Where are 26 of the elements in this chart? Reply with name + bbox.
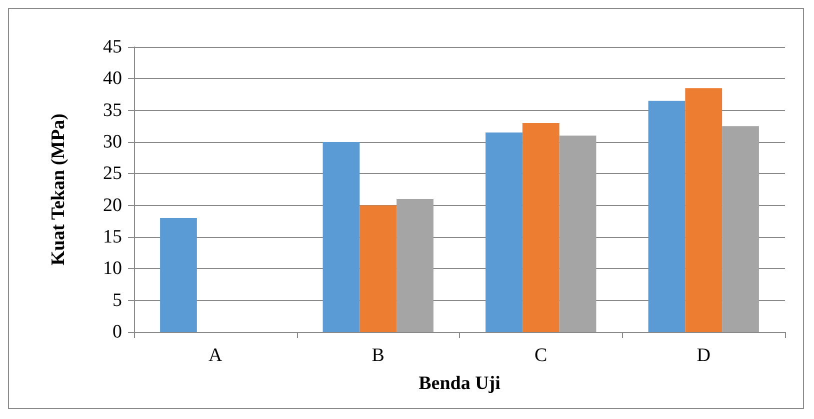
- y-tick-label: 20: [103, 194, 122, 216]
- y-tick-label: 40: [103, 68, 122, 90]
- y-axis-title: Kuat Tekan (MPa): [48, 113, 69, 266]
- y-tick-label: 10: [103, 258, 122, 280]
- bar: [522, 123, 560, 332]
- y-tick-label: 30: [103, 132, 122, 152]
- bar: [559, 136, 596, 332]
- bar: [360, 205, 397, 332]
- bar: [486, 132, 522, 332]
- x-tick-label: B: [372, 345, 384, 366]
- y-tick-label: 45: [103, 36, 122, 58]
- y-tick-label: 5: [112, 290, 122, 311]
- bar: [685, 88, 722, 332]
- x-tick-label: D: [696, 345, 710, 366]
- y-tick-label: 35: [103, 100, 122, 121]
- bar: [396, 199, 434, 332]
- bar: [322, 142, 360, 332]
- bar: [722, 126, 759, 332]
- x-tick-label: A: [208, 345, 223, 366]
- bar: [160, 218, 197, 332]
- y-tick-label: 15: [103, 226, 122, 248]
- y-tick-label: 0: [112, 322, 122, 342]
- x-axis-title: Benda Uji: [418, 373, 500, 394]
- y-tick-label: 25: [103, 163, 122, 184]
- bar: [648, 100, 686, 332]
- x-tick-label: C: [534, 345, 548, 366]
